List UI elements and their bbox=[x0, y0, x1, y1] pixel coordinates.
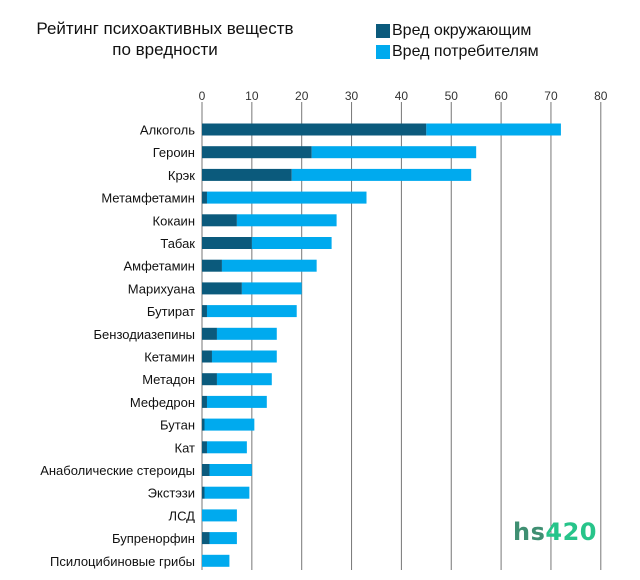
bar-segment-users bbox=[202, 554, 230, 567]
category-label: Мефедрон bbox=[130, 395, 195, 410]
x-tick-label: 30 bbox=[345, 89, 359, 103]
bar-segment-users bbox=[206, 191, 367, 204]
x-tick-label: 60 bbox=[494, 89, 508, 103]
category-label: Героин bbox=[153, 145, 195, 160]
legend-label-users: Вред потребителям bbox=[392, 43, 539, 60]
x-tick-label: 70 bbox=[544, 89, 558, 103]
category-label: Крэк bbox=[168, 168, 195, 183]
category-label: Метадон bbox=[142, 372, 195, 387]
legend: Вред окружающим Вред потребителям bbox=[376, 21, 539, 63]
bar-segment-others bbox=[202, 168, 292, 181]
category-label: Экстэзи bbox=[148, 486, 195, 501]
x-tick-label: 0 bbox=[199, 89, 206, 103]
category-label: Амфетамин bbox=[123, 259, 195, 274]
bar-segment-users bbox=[202, 509, 237, 522]
chart-title-line2: по вредности bbox=[112, 40, 218, 59]
bar-segment-others bbox=[202, 464, 210, 476]
bar-segment-users bbox=[241, 282, 302, 295]
category-label: Бутират bbox=[147, 304, 195, 319]
logo-text: hs bbox=[513, 518, 546, 546]
bar-segment-others bbox=[202, 214, 237, 227]
x-tick-label: 50 bbox=[445, 89, 459, 103]
x-tick-label: 40 bbox=[395, 89, 409, 103]
bar-segment-users bbox=[236, 214, 337, 227]
bar-segment-others bbox=[202, 282, 242, 295]
bar-segment-users bbox=[311, 146, 477, 159]
bar-segment-others bbox=[202, 237, 252, 249]
bar-segment-others bbox=[202, 441, 207, 454]
bar-segment-users bbox=[206, 441, 247, 454]
category-label: Псилоцибиновые грибы bbox=[50, 554, 195, 569]
category-label: Табак bbox=[160, 236, 195, 251]
category-label: Кокаин bbox=[153, 213, 195, 228]
x-tick-label: 20 bbox=[295, 89, 309, 103]
bar-segment-users bbox=[204, 486, 250, 499]
bar-segment-others bbox=[202, 191, 207, 204]
x-tick-label: 80 bbox=[594, 89, 608, 103]
category-label: Бутан bbox=[160, 418, 195, 433]
bar-segment-others bbox=[202, 418, 205, 431]
bar-segment-others bbox=[202, 327, 217, 340]
bar-segment-users bbox=[209, 464, 252, 476]
category-label: Алкоголь bbox=[140, 123, 195, 138]
bar-segment-others bbox=[202, 259, 222, 272]
category-label: ЛСД bbox=[169, 508, 196, 523]
chart-title-line1: Рейтинг психоактивных веществ bbox=[36, 19, 294, 38]
legend-label-others: Вред окружающим bbox=[392, 22, 532, 39]
bar-segment-others bbox=[202, 350, 212, 363]
legend-item-others: Вред окружающим bbox=[376, 21, 539, 41]
bar-segment-users bbox=[206, 305, 297, 318]
bar-segment-users bbox=[211, 350, 277, 363]
bar-segment-others bbox=[202, 532, 210, 545]
logo-number: 420 bbox=[545, 518, 597, 546]
category-label: Анаболические стероиды bbox=[40, 463, 195, 478]
bar-segment-others bbox=[202, 395, 207, 408]
bar-segment-users bbox=[216, 373, 272, 386]
bar-segment-users bbox=[426, 123, 561, 136]
chart-title: Рейтинг психоактивных веществ по вреднос… bbox=[6, 18, 324, 60]
category-label: Бупренорфин bbox=[112, 531, 195, 546]
category-label: Метамфетамин bbox=[101, 191, 195, 206]
hs420-logo: hs420 bbox=[513, 518, 597, 546]
bar-segment-users bbox=[204, 418, 255, 431]
legend-item-users: Вред потребителям bbox=[376, 42, 539, 62]
x-tick-label: 10 bbox=[245, 89, 259, 103]
category-label: Марихуана bbox=[128, 281, 196, 296]
bar-segment-users bbox=[209, 532, 237, 545]
bar-segment-others bbox=[202, 123, 427, 136]
category-label: Кетамин bbox=[144, 350, 195, 365]
category-label: Кат bbox=[175, 440, 196, 455]
bar-segment-users bbox=[221, 259, 317, 272]
bar-segment-users bbox=[251, 237, 332, 249]
bar-segment-others bbox=[202, 146, 312, 159]
legend-swatch-users bbox=[376, 45, 390, 59]
legend-swatch-others bbox=[376, 24, 390, 38]
bar-segment-users bbox=[216, 327, 277, 340]
bar-segment-others bbox=[202, 486, 205, 499]
bar-segment-users bbox=[291, 168, 472, 181]
bar-segment-others bbox=[202, 305, 207, 318]
category-label: Бензодиазепины bbox=[94, 327, 196, 342]
bar-segment-others bbox=[202, 373, 217, 386]
bar-segment-users bbox=[206, 395, 267, 408]
